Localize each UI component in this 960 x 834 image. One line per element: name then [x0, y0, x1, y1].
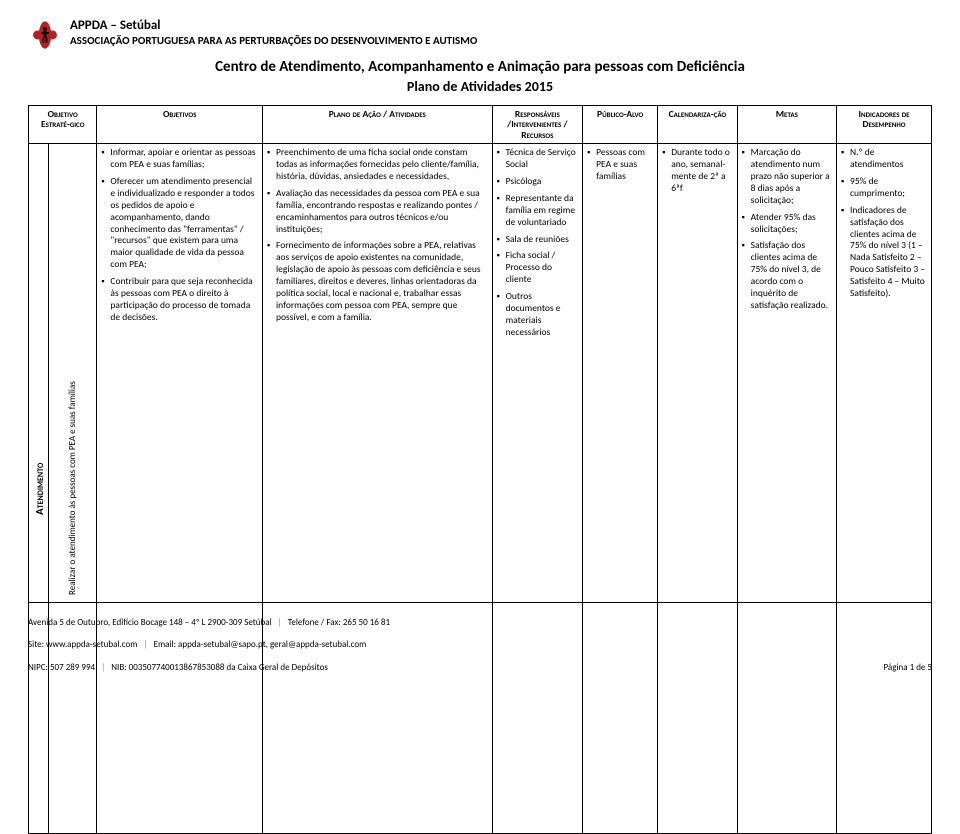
doc-subtitle: Plano de Atividades 2015 [28, 78, 932, 95]
cell-publico: Pessoas com PEA e suas famílias [583, 144, 658, 834]
list-item: Psicóloga [497, 176, 579, 188]
list-item: Ficha social / Processo do cliente [497, 250, 579, 286]
list-item: Oferecer um atendimento presencial e ind… [101, 176, 258, 271]
cell-indicadores: N.º de atendimentos 95% de cumprimento; … [837, 144, 932, 834]
area-label: Atendimento [33, 147, 46, 830]
list-item: Durante todo o ano, semanal-mente de 2ª … [662, 147, 732, 195]
list-item: Sala de reuniões [497, 234, 579, 246]
estrategico-sub: Realizar o atendimento às pessoas com PE… [67, 147, 78, 830]
cell-calend: Durante todo o ano, semanal-mente de 2ª … [658, 144, 737, 834]
list-item: Satisfação dos clientes acima de 75% do … [742, 240, 832, 311]
footer-email: Email: appda-setubal@sapo.pt, geral@appd… [154, 639, 367, 650]
org-subtitle: ASSOCIAÇÃO PORTUGUESA PARA AS PERTURBAÇÕ… [70, 34, 477, 47]
col-publico: Público-Alvo [583, 106, 658, 144]
footer-nib: NIB: 003507740013867853088 da Caixa Gera… [111, 662, 328, 673]
cell-objetivos: Informar, apoiar e orientar as pessoas c… [97, 144, 263, 834]
footer: Avenida 5 de Outubro, Edifício Bocage 14… [28, 602, 932, 674]
list-item: Pessoas com PEA e suas famílias [587, 147, 653, 183]
page-number: Página 1 de 5 [883, 662, 932, 673]
doc-title: Centro de Atendimento, Acompanhamento e … [28, 58, 932, 76]
col-responsaveis: Responsáveis /Intervenientes / Recursos [492, 106, 583, 144]
list-item: Indicadores de satisfação dos clientes a… [841, 205, 927, 300]
footer-left: Avenida 5 de Outubro, Edifício Bocage 14… [28, 606, 390, 674]
col-estrategico: Objetivo Estraté-gico [29, 106, 97, 144]
org-block: APPDA – Setúbal ASSOCIAÇÃO PORTUGUESA PA… [70, 18, 477, 47]
activities-table: Objetivo Estraté-gico Objetivos Plano de… [28, 105, 932, 834]
header: APPDA – Setúbal ASSOCIAÇÃO PORTUGUESA PA… [28, 18, 932, 52]
cell-responsaveis: Técnica de Serviço Social Psicóloga Repr… [492, 144, 583, 834]
col-indicadores: Indicadores de Desempenho [837, 106, 932, 144]
area-cell: Atendimento [29, 144, 49, 834]
org-name: APPDA – Setúbal [70, 18, 477, 34]
list-item: Outros documentos e materiais necessário… [497, 291, 579, 339]
list-item: Fornecimento de informações sobre a PEA,… [267, 240, 488, 323]
list-item: Representante da família em regime de vo… [497, 193, 579, 229]
logo-icon [28, 18, 62, 52]
col-objetivos: Objetivos [97, 106, 263, 144]
list-item: 95% de cumprimento; [841, 176, 927, 200]
footer-address: Avenida 5 de Outubro, Edifício Bocage 14… [28, 617, 272, 628]
cell-metas: Marcação do atendimento num prazo não su… [737, 144, 836, 834]
cell-plano: Preenchimento de uma ficha social onde c… [263, 144, 493, 834]
list-item: Informar, apoiar e orientar as pessoas c… [101, 147, 258, 171]
list-item: Avaliação das necessidades da pessoa com… [267, 188, 488, 236]
list-item: Preenchimento de uma ficha social onde c… [267, 147, 488, 183]
list-item: Contribuir para que seja reconhecida às … [101, 276, 258, 324]
footer-site: Site: www.appda-setubal.com [28, 639, 137, 650]
list-item: Atender 95% das solicitações; [742, 212, 832, 236]
table-header-row: Objetivo Estraté-gico Objetivos Plano de… [29, 106, 932, 144]
footer-page: Página 1 de 5 [883, 662, 932, 673]
table-row: Atendimento Realizar o atendimento às pe… [29, 144, 932, 834]
col-metas: Metas [737, 106, 836, 144]
list-item: Técnica de Serviço Social [497, 147, 579, 171]
col-calend: Calendariza-ção [658, 106, 737, 144]
footer-nipc: NIPC: 507 289 994 [28, 662, 95, 673]
col-plano: Plano de Ação / Atividades [263, 106, 493, 144]
estrategico-sub-cell: Realizar o atendimento às pessoas com PE… [48, 144, 97, 834]
list-item: N.º de atendimentos [841, 147, 927, 171]
list-item: Marcação do atendimento num prazo não su… [742, 147, 832, 206]
footer-phone: Telefone / Fax: 265 50 16 81 [288, 617, 390, 628]
